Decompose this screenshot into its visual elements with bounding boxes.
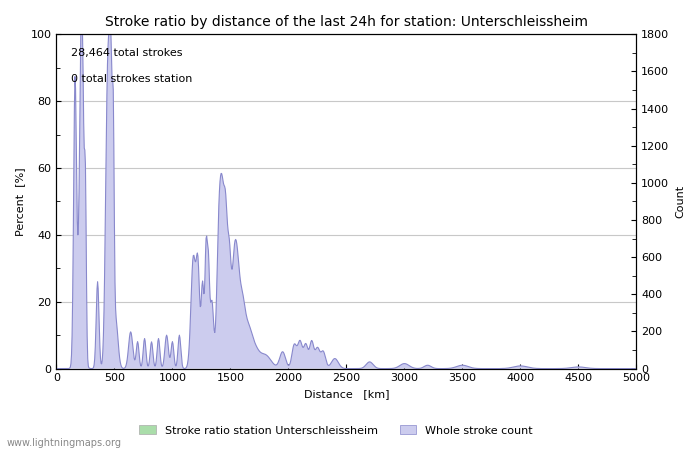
Text: www.lightningmaps.org: www.lightningmaps.org bbox=[7, 438, 122, 448]
Title: Stroke ratio by distance of the last 24h for station: Unterschleissheim: Stroke ratio by distance of the last 24h… bbox=[105, 15, 588, 29]
Y-axis label: Percent  [%]: Percent [%] bbox=[15, 167, 25, 236]
Text: 0 total strokes station: 0 total strokes station bbox=[71, 74, 192, 85]
Text: 28,464 total strokes: 28,464 total strokes bbox=[71, 48, 183, 58]
Legend: Stroke ratio station Unterschleissheim, Whole stroke count: Stroke ratio station Unterschleissheim, … bbox=[134, 421, 538, 440]
X-axis label: Distance   [km]: Distance [km] bbox=[304, 389, 389, 399]
Y-axis label: Count: Count bbox=[675, 185, 685, 218]
